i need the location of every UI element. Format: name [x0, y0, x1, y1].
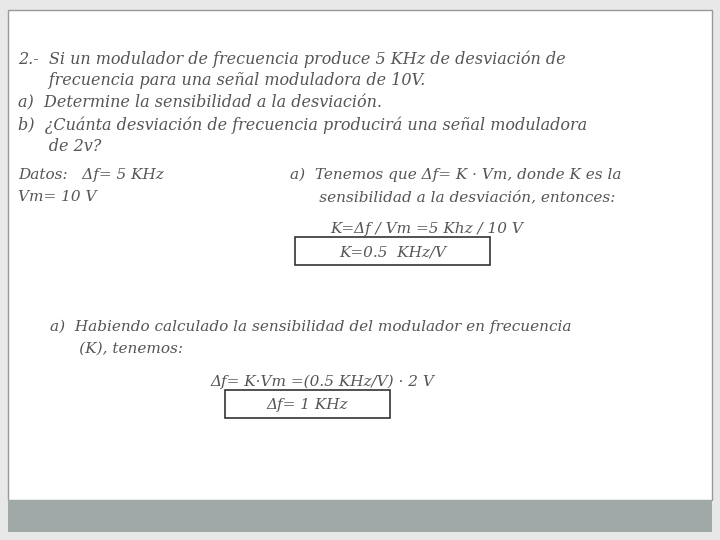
Bar [8, 500, 712, 532]
Bar [295, 237, 490, 265]
Text: Δf= 1 KHz: Δf= 1 KHz [266, 398, 348, 412]
Text: a)  Habiendo calculado la sensibilidad del modulador en frecuencia: a) Habiendo calculado la sensibilidad de… [50, 320, 572, 334]
Text: K=Δf / Vm =5 Khz / 10 V: K=Δf / Vm =5 Khz / 10 V [330, 222, 523, 236]
Text: de 2v?: de 2v? [18, 138, 102, 155]
Text: Datos:   Δf= 5 KHz: Datos: Δf= 5 KHz [18, 168, 163, 182]
Text: 2.-  Si un modulador de frecuencia produce 5 KHz de desviación de: 2.- Si un modulador de frecuencia produc… [18, 50, 566, 68]
Text: (K), tenemos:: (K), tenemos: [50, 342, 183, 356]
Text: b)  ¿Cuánta desviación de frecuencia producirá una señal moduladora: b) ¿Cuánta desviación de frecuencia prod… [18, 116, 587, 133]
Text: K=0.5  KHz/V: K=0.5 KHz/V [339, 245, 446, 259]
Text: a)  Determine la sensibilidad a la desviación.: a) Determine la sensibilidad a la desvia… [18, 94, 382, 111]
Text: frecuencia para una señal moduladora de 10V.: frecuencia para una señal moduladora de … [18, 72, 426, 89]
Text: a)  Tenemos que Δf= K · Vm, donde K es la: a) Tenemos que Δf= K · Vm, donde K es la [290, 168, 621, 183]
Bar [225, 390, 390, 418]
Text: sensibilidad a la desviación, entonces:: sensibilidad a la desviación, entonces: [290, 190, 616, 204]
Text: Vm= 10 V: Vm= 10 V [18, 190, 96, 204]
Text: Δf= K·Vm =(0.5 KHz/V) · 2 V: Δf= K·Vm =(0.5 KHz/V) · 2 V [210, 375, 434, 389]
